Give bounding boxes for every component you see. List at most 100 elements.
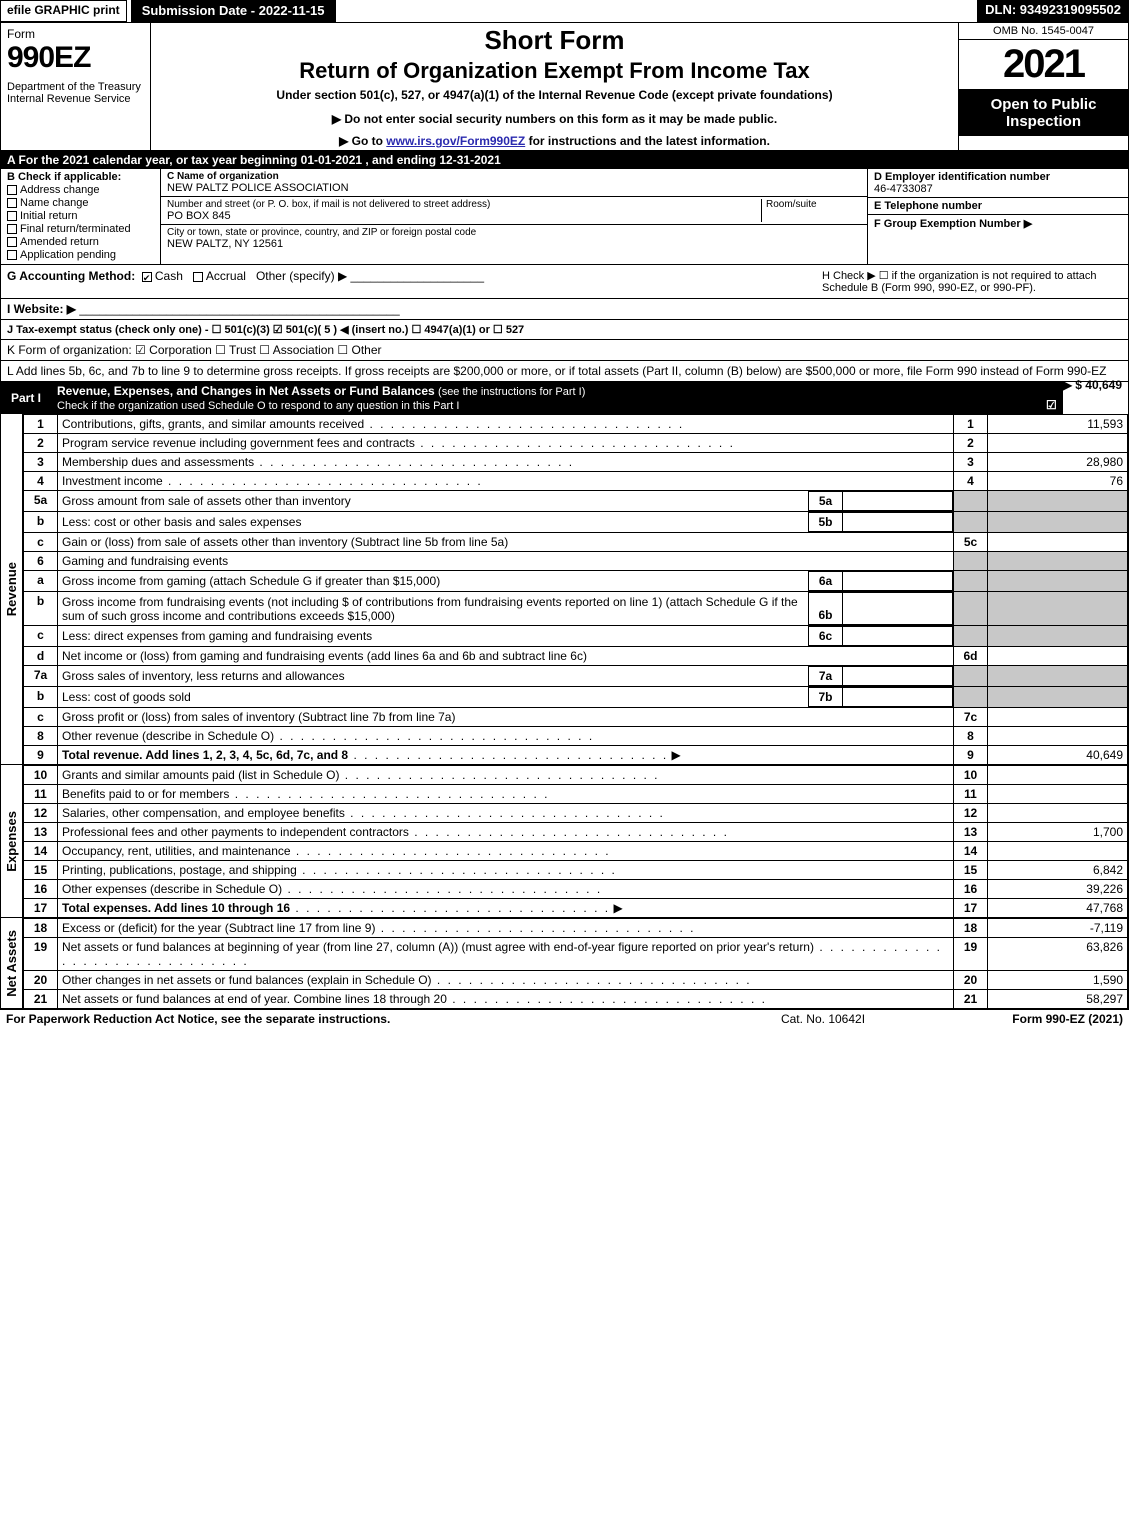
c-city-label: City or town, state or province, country…	[167, 227, 861, 238]
bcdef-row: B Check if applicable: Address change Na…	[1, 169, 1128, 265]
goto-post: for instructions and the latest informat…	[525, 134, 770, 148]
line-17: 17Total expenses. Add lines 10 through 1…	[24, 899, 1128, 918]
c-street-label: Number and street (or P. O. box, if mail…	[167, 199, 761, 210]
line-18: 18Excess or (deficit) for the year (Subt…	[24, 919, 1128, 938]
line-20: 20Other changes in net assets or fund ba…	[24, 971, 1128, 990]
part1-sub: (see the instructions for Part I)	[438, 386, 585, 398]
do-not-enter: ▶ Do not enter social security numbers o…	[159, 112, 950, 126]
d-label: D Employer identification number	[874, 171, 1050, 183]
top-bar: efile GRAPHIC print Submission Date - 20…	[0, 0, 1129, 22]
line-2: 2Program service revenue including gover…	[24, 434, 1128, 453]
under-section: Under section 501(c), 527, or 4947(a)(1)…	[159, 88, 950, 102]
line-12: 12Salaries, other compensation, and empl…	[24, 804, 1128, 823]
line-6b: bGross income from fundraising events (n…	[24, 592, 1128, 626]
ein: 46-4733087	[874, 183, 933, 195]
footer: For Paperwork Reduction Act Notice, see …	[0, 1010, 1129, 1028]
line-15: 15Printing, publications, postage, and s…	[24, 861, 1128, 880]
efile-print-button[interactable]: efile GRAPHIC print	[0, 0, 127, 22]
part1-check: Check if the organization used Schedule …	[57, 400, 459, 412]
revenue-vlabel: Revenue	[1, 414, 23, 765]
footer-formno: Form 990-EZ (2021)	[953, 1012, 1123, 1026]
chk-accrual[interactable]	[193, 272, 203, 282]
line-5a: 5aGross amount from sale of assets other…	[24, 491, 1128, 512]
e-label: E Telephone number	[874, 200, 982, 212]
chk-final[interactable]: Final return/terminated	[7, 223, 154, 235]
c-name-cell: C Name of organization NEW PALTZ POLICE …	[161, 169, 867, 197]
chk-name[interactable]: Name change	[7, 197, 154, 209]
chk-application[interactable]: Application pending	[7, 249, 154, 261]
expenses-table: 10Grants and similar amounts paid (list …	[23, 765, 1128, 918]
department: Department of the Treasury Internal Reve…	[7, 81, 144, 105]
de-column: D Employer identification number 46-4733…	[868, 169, 1128, 264]
goto-pre: ▶ Go to	[339, 134, 386, 148]
line-6: 6Gaming and fundraising events	[24, 552, 1128, 571]
b-head: B Check if applicable:	[7, 171, 154, 183]
revenue-table: 1Contributions, gifts, grants, and simil…	[23, 414, 1128, 765]
c-street-cell: Number and street (or P. O. box, if mail…	[161, 197, 867, 225]
expenses-section: Expenses 10Grants and similar amounts pa…	[1, 765, 1128, 918]
tax-year: 2021	[959, 40, 1128, 90]
org-city: NEW PALTZ, NY 12561	[167, 238, 861, 250]
header-left: Form 990EZ Department of the Treasury In…	[1, 23, 151, 150]
form-word: Form	[7, 27, 144, 41]
netassets-vlabel: Net Assets	[1, 918, 23, 1009]
h-check: H Check ▶ ☐ if the organization is not r…	[822, 269, 1122, 294]
chk-address[interactable]: Address change	[7, 184, 154, 196]
room-label: Room/suite	[766, 199, 861, 210]
revenue-section: Revenue 1Contributions, gifts, grants, a…	[1, 414, 1128, 765]
line-5c: cGain or (loss) from sale of assets othe…	[24, 533, 1128, 552]
line-19: 19Net assets or fund balances at beginni…	[24, 938, 1128, 971]
c-name-label: C Name of organization	[167, 171, 861, 182]
c-column: C Name of organization NEW PALTZ POLICE …	[161, 169, 868, 264]
chk-cash[interactable]	[142, 272, 152, 282]
line-1: 1Contributions, gifts, grants, and simil…	[24, 415, 1128, 434]
line-6d: dNet income or (loss) from gaming and fu…	[24, 647, 1128, 666]
line-4: 4Investment income476	[24, 472, 1128, 491]
i-website: I Website: ▶ ___________________________…	[1, 299, 1128, 320]
line-7b: bLess: cost of goods sold7b	[24, 687, 1128, 708]
form-header: Form 990EZ Department of the Treasury In…	[1, 23, 1128, 151]
chk-initial[interactable]: Initial return	[7, 210, 154, 222]
k-form-org: K Form of organization: ☑ Corporation ☐ …	[1, 340, 1128, 361]
f-group-cell: F Group Exemption Number ▶	[868, 215, 1128, 232]
line-7a: 7aGross sales of inventory, less returns…	[24, 666, 1128, 687]
omb-number: OMB No. 1545-0047	[959, 23, 1128, 40]
line-5b: bLess: cost or other basis and sales exp…	[24, 512, 1128, 533]
short-form-title: Short Form	[159, 25, 950, 56]
return-title: Return of Organization Exempt From Incom…	[159, 58, 950, 84]
line-7c: cGross profit or (loss) from sales of in…	[24, 708, 1128, 727]
form-number: 990EZ	[7, 41, 144, 75]
l-text: L Add lines 5b, 6c, and 7b to line 9 to …	[7, 364, 1106, 378]
line-8: 8Other revenue (describe in Schedule O)8	[24, 727, 1128, 746]
part1-title: Revenue, Expenses, and Changes in Net As…	[51, 382, 1063, 414]
line-6a: aGross income from gaming (attach Schedu…	[24, 571, 1128, 592]
e-tel-cell: E Telephone number	[868, 198, 1128, 215]
line-13: 13Professional fees and other payments t…	[24, 823, 1128, 842]
goto-line: ▶ Go to www.irs.gov/Form990EZ for instru…	[159, 134, 950, 148]
dln: DLN: 93492319095502	[977, 0, 1129, 22]
g-accounting: G Accounting Method: Cash Accrual Other …	[7, 269, 822, 294]
line-3: 3Membership dues and assessments328,980	[24, 453, 1128, 472]
l-gross-receipts: L Add lines 5b, 6c, and 7b to line 9 to …	[1, 361, 1128, 382]
c-city-cell: City or town, state or province, country…	[161, 225, 867, 252]
expenses-vlabel: Expenses	[1, 765, 23, 918]
chk-amended[interactable]: Amended return	[7, 236, 154, 248]
b-column: B Check if applicable: Address change Na…	[1, 169, 161, 264]
org-name: NEW PALTZ POLICE ASSOCIATION	[167, 182, 861, 194]
header-mid: Short Form Return of Organization Exempt…	[151, 23, 958, 150]
form-container: Form 990EZ Department of the Treasury In…	[0, 22, 1129, 1010]
irs-link[interactable]: www.irs.gov/Form990EZ	[386, 134, 525, 148]
j-tax-exempt: J Tax-exempt status (check only one) - ☐…	[1, 320, 1128, 340]
org-street: PO BOX 845	[167, 210, 761, 222]
line-16: 16Other expenses (describe in Schedule O…	[24, 880, 1128, 899]
line-9: 9Total revenue. Add lines 1, 2, 3, 4, 5c…	[24, 746, 1128, 765]
d-ein-cell: D Employer identification number 46-4733…	[868, 169, 1128, 198]
footer-paperwork: For Paperwork Reduction Act Notice, see …	[6, 1012, 693, 1026]
f-label: F Group Exemption Number ▶	[874, 218, 1032, 230]
part1-label: Part I	[1, 389, 51, 407]
submission-date: Submission Date - 2022-11-15	[131, 0, 336, 22]
footer-catno: Cat. No. 10642I	[693, 1012, 953, 1026]
line-6c: cLess: direct expenses from gaming and f…	[24, 626, 1128, 647]
line-11: 11Benefits paid to or for members11	[24, 785, 1128, 804]
l-amount: ▶ $ 40,649	[1063, 378, 1122, 392]
